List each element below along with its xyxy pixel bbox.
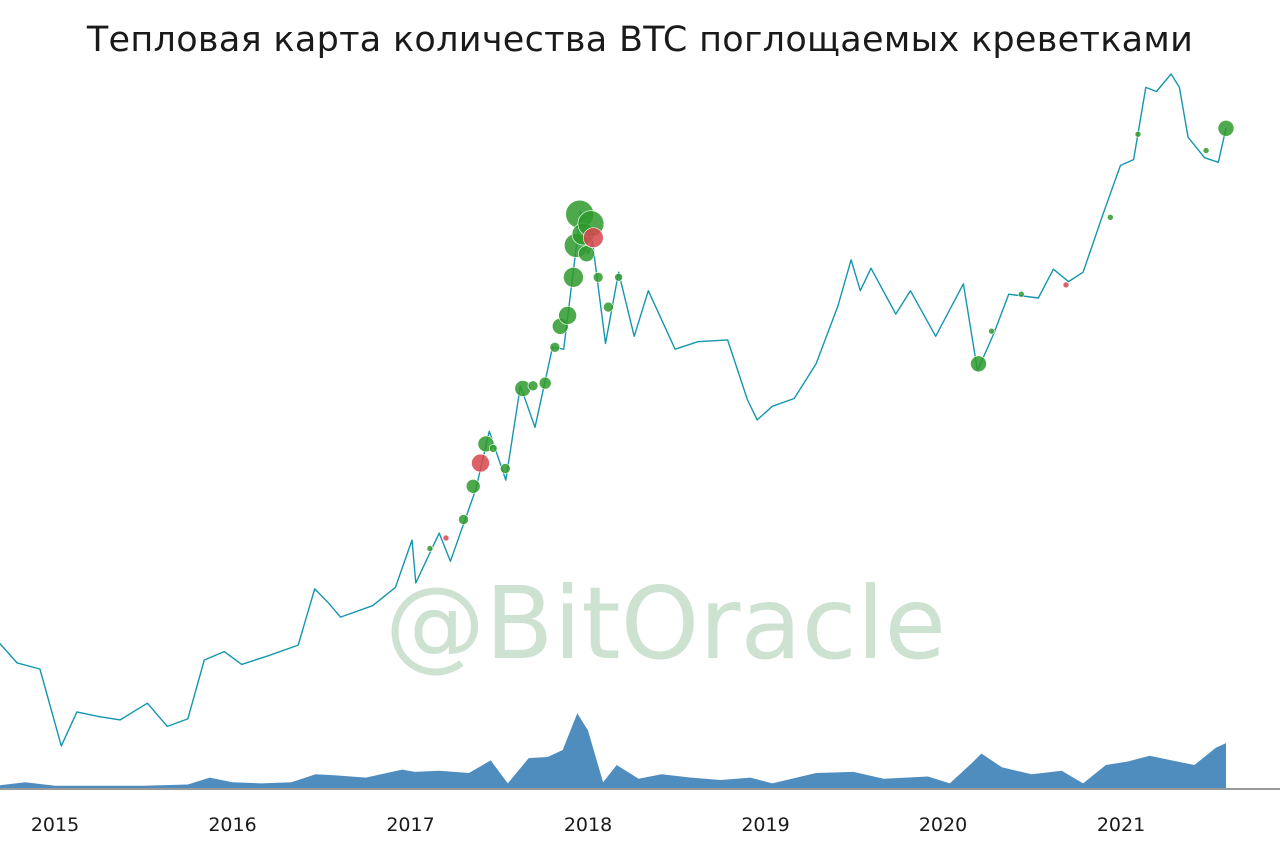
shrimp-bubble — [988, 327, 995, 335]
shrimp-bubble — [614, 272, 623, 282]
shrimp-bubble — [426, 545, 434, 552]
shrimp-bubble — [1202, 147, 1210, 154]
shrimp-bubble — [1062, 281, 1070, 289]
shrimp-bubble — [1107, 214, 1114, 221]
shrimp-bubble — [549, 341, 561, 353]
shrimp-bubble — [1134, 130, 1142, 138]
x-tick-label: 2017 — [386, 814, 434, 836]
shrimp-bubble — [1017, 290, 1025, 298]
x-tick-label: 2018 — [564, 814, 612, 836]
x-axis-ticks: 2015 2016 2017 2018 2019 2020 2021 — [31, 814, 1145, 836]
volume-layer — [0, 713, 1226, 788]
price-line — [0, 73, 1227, 747]
shrimp-bubble — [603, 301, 614, 313]
shrimp-bubble — [499, 463, 511, 474]
volume-area — [0, 713, 1226, 788]
chart-title: Тепловая карта количества BTC поглощаемы… — [86, 20, 1194, 60]
shrimp-bubble — [514, 380, 532, 397]
shrimp-bubble — [578, 245, 595, 262]
shrimp-bubble — [527, 380, 539, 392]
shrimp-bubble — [582, 227, 604, 248]
shrimp-bubble — [592, 271, 604, 283]
shrimp-bubble — [458, 514, 469, 525]
x-tick-label: 2015 — [31, 814, 79, 836]
shrimp-bubble — [563, 266, 584, 288]
bubble-layer — [426, 120, 1235, 552]
x-tick-label: 2021 — [1097, 814, 1145, 836]
shrimp-bubble — [465, 478, 481, 494]
shrimp-bubble — [442, 534, 450, 542]
shrimp-bubble — [471, 453, 490, 473]
watermark: @BitOracle — [385, 565, 946, 682]
shrimp-bubble — [538, 376, 552, 390]
x-tick-label: 2016 — [208, 814, 256, 836]
price-layer — [0, 73, 1227, 747]
shrimp-bubble — [970, 355, 987, 373]
shrimp-bubble — [488, 444, 498, 453]
x-tick-label: 2019 — [741, 814, 789, 836]
shrimp-bubble — [1217, 120, 1235, 137]
shrimp-bubble — [558, 306, 577, 325]
x-tick-label: 2020 — [919, 814, 967, 836]
